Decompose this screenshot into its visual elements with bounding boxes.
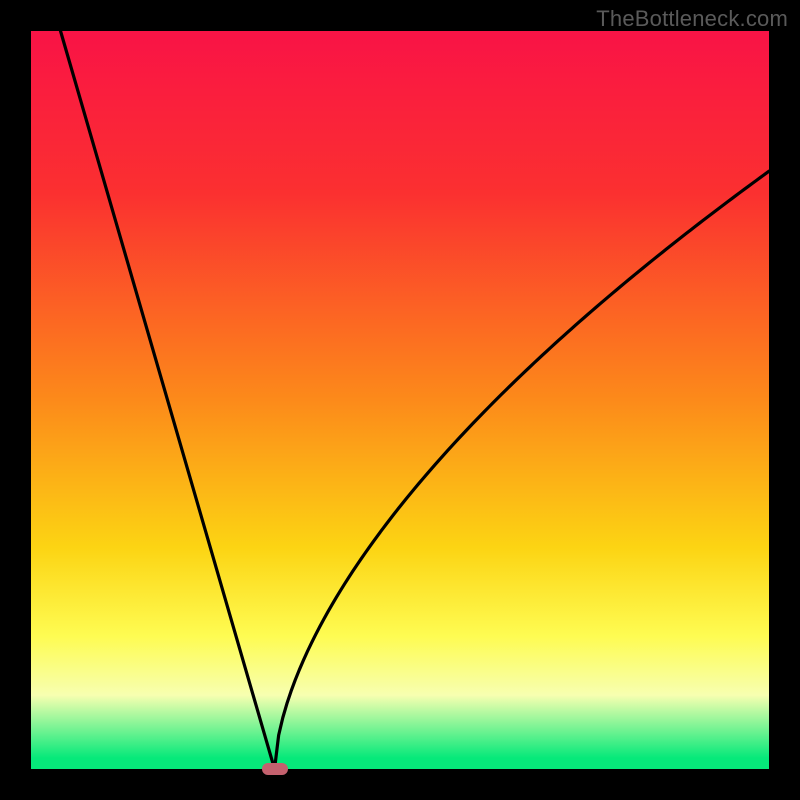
curve-overlay [0,0,800,800]
vertex-marker [262,763,288,775]
chart-container: TheBottleneck.com [0,0,800,800]
watermark-text: TheBottleneck.com [596,6,788,32]
